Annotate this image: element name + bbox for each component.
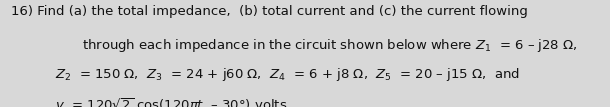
- Text: 16) Find (a) the total impedance,  (b) total current and (c) the current flowing: 16) Find (a) the total impedance, (b) to…: [11, 5, 528, 18]
- Text: $Z_2$  = 150 Ω,  $Z_3$  = 24 + j60 Ω,  $Z_4$  = 6 + j8 Ω,  $Z_5$  = 20 – j15 Ω, : $Z_2$ = 150 Ω, $Z_3$ = 24 + j60 Ω, $Z_4$…: [55, 66, 520, 83]
- Text: through each impedance in the circuit shown below where $Z_1$  = 6 – j28 Ω,: through each impedance in the circuit sh…: [82, 37, 578, 54]
- Text: $v$  = 120$\sqrt{2}$ cos(120$\pi t$  – 30°) volts.: $v$ = 120$\sqrt{2}$ cos(120$\pi t$ – 30°…: [55, 96, 291, 107]
